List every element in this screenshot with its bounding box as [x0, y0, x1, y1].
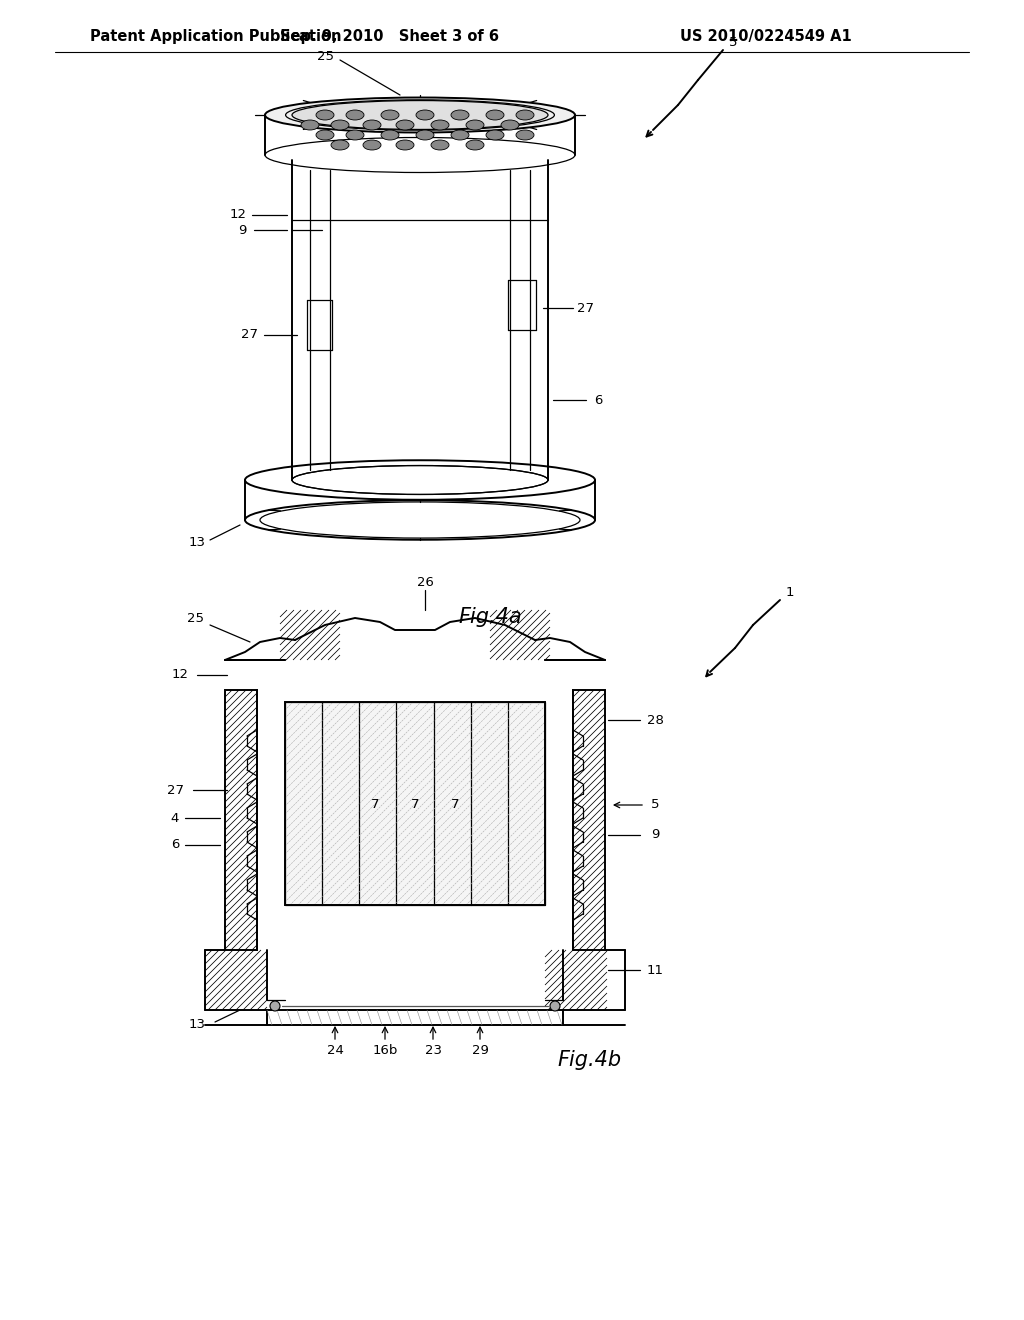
Ellipse shape	[331, 140, 349, 150]
Text: 23: 23	[425, 1044, 441, 1056]
Ellipse shape	[486, 129, 504, 140]
Ellipse shape	[501, 120, 519, 129]
Ellipse shape	[466, 120, 484, 129]
Ellipse shape	[550, 1001, 560, 1011]
Ellipse shape	[362, 120, 381, 129]
Bar	[573, 690, 605, 950]
Text: 13: 13	[188, 536, 206, 549]
Ellipse shape	[486, 110, 504, 120]
Text: 5: 5	[729, 37, 737, 49]
Ellipse shape	[346, 110, 364, 120]
Ellipse shape	[431, 120, 449, 129]
Text: 26: 26	[417, 576, 433, 589]
Text: 7: 7	[411, 797, 419, 810]
Ellipse shape	[451, 129, 469, 140]
Ellipse shape	[416, 129, 434, 140]
Ellipse shape	[431, 140, 449, 150]
Text: 1: 1	[785, 586, 795, 598]
Ellipse shape	[396, 120, 414, 129]
Ellipse shape	[516, 129, 534, 140]
Text: 24: 24	[327, 1044, 343, 1056]
Ellipse shape	[381, 129, 399, 140]
Ellipse shape	[516, 110, 534, 120]
Ellipse shape	[265, 98, 575, 132]
Ellipse shape	[316, 110, 334, 120]
Text: 7: 7	[451, 797, 459, 810]
Ellipse shape	[466, 140, 484, 150]
Bar	[573, 690, 605, 950]
Text: 6: 6	[171, 838, 179, 851]
Text: 25: 25	[186, 611, 204, 624]
Text: 16b: 16b	[373, 1044, 397, 1056]
Text: 12: 12	[229, 209, 247, 222]
Ellipse shape	[451, 110, 469, 120]
Ellipse shape	[270, 1001, 280, 1011]
Text: 13: 13	[188, 1019, 206, 1031]
Text: Fig.4b: Fig.4b	[558, 1049, 622, 1071]
Ellipse shape	[362, 140, 381, 150]
Bar	[225, 690, 257, 950]
Ellipse shape	[316, 129, 334, 140]
Text: Patent Application Publication: Patent Application Publication	[90, 29, 341, 45]
Ellipse shape	[331, 120, 349, 129]
Text: 27: 27	[167, 784, 183, 796]
Text: 11: 11	[646, 964, 664, 977]
Bar	[225, 690, 257, 950]
Text: 27: 27	[242, 329, 258, 342]
Ellipse shape	[381, 110, 399, 120]
Ellipse shape	[346, 129, 364, 140]
Text: 28: 28	[646, 714, 664, 726]
Text: 7: 7	[371, 797, 379, 810]
Text: 9: 9	[238, 223, 246, 236]
Text: 5: 5	[650, 799, 659, 812]
Text: 12: 12	[171, 668, 188, 681]
Text: US 2010/0224549 A1: US 2010/0224549 A1	[680, 29, 852, 45]
Text: 29: 29	[472, 1044, 488, 1056]
Text: 25: 25	[316, 50, 334, 63]
Ellipse shape	[396, 140, 414, 150]
Bar	[285, 702, 545, 906]
Text: 6: 6	[594, 393, 602, 407]
Text: 4: 4	[171, 812, 179, 825]
Text: 27: 27	[578, 301, 595, 314]
Text: 9: 9	[651, 829, 659, 842]
Ellipse shape	[416, 110, 434, 120]
Text: Fig.4a: Fig.4a	[458, 607, 522, 627]
Ellipse shape	[301, 120, 319, 129]
Ellipse shape	[292, 100, 548, 129]
Bar	[285, 702, 545, 906]
Text: Sep. 9, 2010   Sheet 3 of 6: Sep. 9, 2010 Sheet 3 of 6	[281, 29, 500, 45]
